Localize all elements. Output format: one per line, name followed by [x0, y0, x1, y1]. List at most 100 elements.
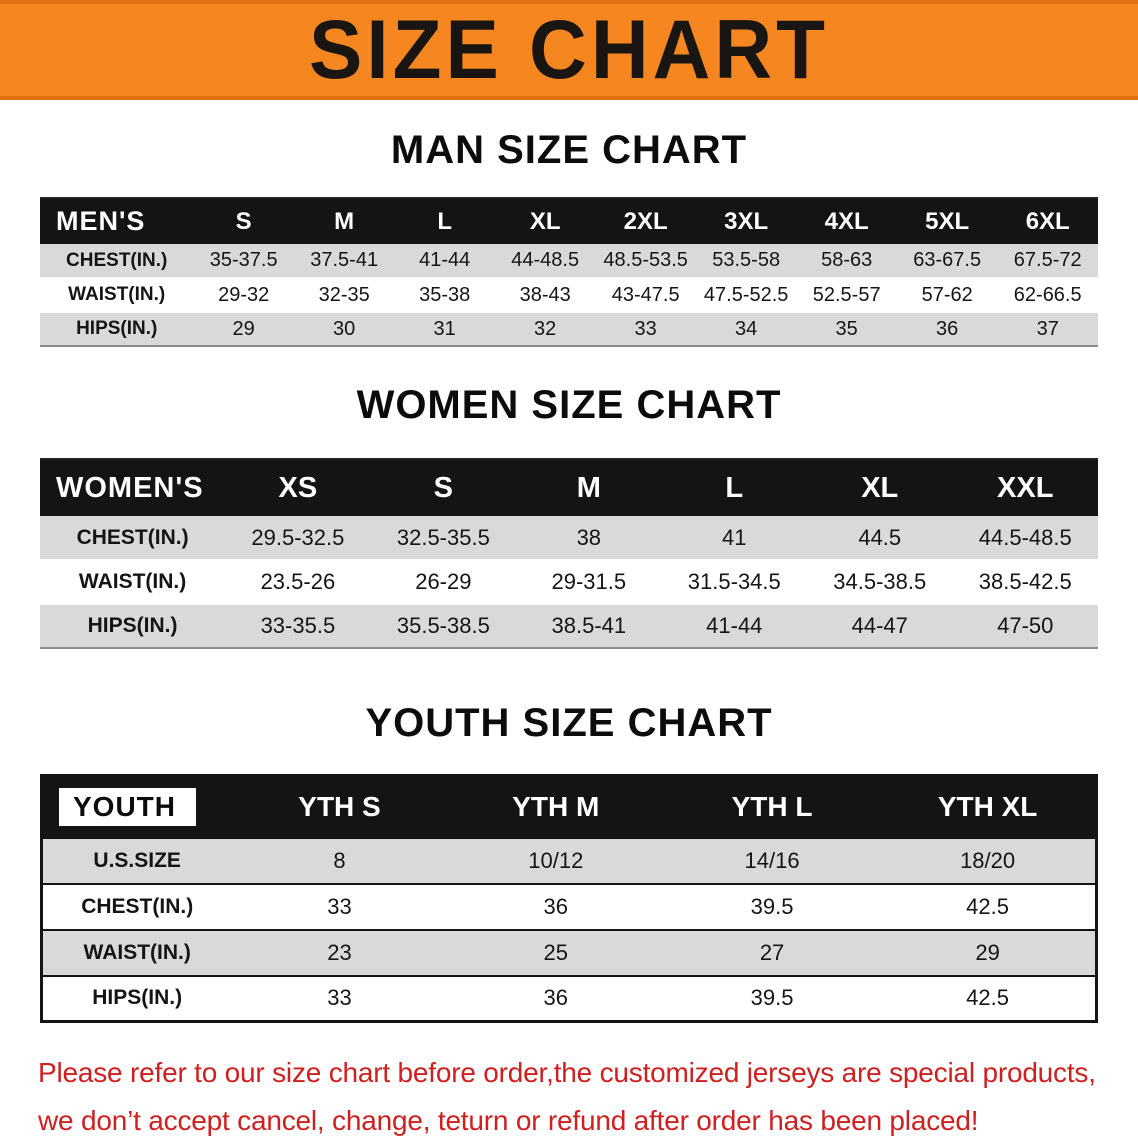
- size-value-cell: 36: [543, 985, 569, 1011]
- size-column-header: S: [193, 198, 294, 244]
- size-value-cell: 32: [534, 317, 557, 340]
- size-column-header: L: [394, 198, 495, 244]
- size-value-cell: 29: [232, 317, 255, 340]
- size-column-header: XL: [807, 459, 953, 516]
- size-value-cell: 33: [327, 985, 352, 1011]
- size-value-cell: 29.5-32.5: [251, 524, 345, 550]
- size-value-cell: 34.5-38.5: [833, 569, 927, 594]
- size-value-cell: 27: [759, 939, 785, 965]
- size-value-cell: 39.5: [750, 893, 794, 919]
- size-value-cell: 53.5-58: [712, 249, 781, 271]
- youth-corner-label: YOUTH: [41, 775, 232, 838]
- size-value-cell: 47-50: [997, 613, 1054, 638]
- size-value-cell: 18/20: [960, 847, 1016, 873]
- size-value-cell: 33: [634, 317, 657, 340]
- size-value-cell: 52.5-57: [812, 283, 881, 306]
- size-column-header: M: [516, 459, 662, 516]
- footer-note-line1: Please refer to our size chart before or…: [38, 1057, 1096, 1088]
- size-value-cell: 14/16: [744, 847, 800, 873]
- size-value-cell: 33: [327, 893, 352, 919]
- women-hips-row: HIPS(IN.) 33-35.5 35.5-38.5 38.5-41 41-4…: [40, 604, 1098, 648]
- women-size-table: WOMEN'S XS S M L XL XXL CHEST(IN.) 29.5-…: [40, 458, 1098, 649]
- women-section-heading: WOMEN SIZE CHART: [356, 383, 782, 427]
- size-value-cell: 67.5-72: [1013, 249, 1082, 271]
- size-value-cell: 63-67.5: [913, 249, 982, 271]
- size-value-cell: 37: [1036, 317, 1059, 340]
- men-chest-row: CHEST(IN.) 35-37.5 37.5-41 41-44 44-48.5…: [40, 244, 1098, 278]
- row-label-cell: U.S.SIZE: [93, 848, 181, 872]
- size-column-header: YTH M: [447, 775, 664, 838]
- youth-ussize-row: U.S.SIZE 8 10/12 14/16 18/20: [41, 837, 1097, 884]
- size-value-cell: 44.5-48.5: [978, 524, 1072, 550]
- women-corner-label: WOMEN'S: [40, 459, 226, 516]
- size-value-cell: 47.5-52.5: [703, 283, 789, 306]
- size-value-cell: 32-35: [318, 283, 370, 306]
- size-column-header: YTH S: [231, 775, 448, 838]
- men-size-table: MEN'S S M L XL 2XL 3XL 4XL 5XL 6XL CHEST…: [40, 197, 1098, 347]
- size-value-cell: 35.5-38.5: [396, 613, 490, 638]
- size-column-header: XL: [494, 198, 596, 244]
- youth-chest-row: CHEST(IN.) 33 36 39.5 42.5: [41, 883, 1097, 930]
- banner-title: SIZE CHART: [309, 3, 829, 96]
- size-value-cell: 44-47: [851, 613, 908, 638]
- size-value-cell: 38: [576, 524, 602, 550]
- row-label-cell: WAIST(IN.): [78, 570, 187, 593]
- size-value-cell: 31: [433, 317, 456, 340]
- row-label-cell: HIPS(IN.): [92, 986, 183, 1010]
- size-column-header: XS: [225, 459, 371, 516]
- youth-section-heading: YOUTH SIZE CHART: [365, 701, 773, 745]
- size-column-header: YTH XL: [880, 775, 1097, 838]
- size-value-cell: 31.5-34.5: [687, 569, 781, 594]
- footer-note-line2: we don’t accept cancel, change, teturn o…: [38, 1105, 979, 1136]
- size-value-cell: 37.5-41: [310, 249, 379, 271]
- size-value-cell: 41: [722, 524, 747, 550]
- size-value-cell: 44-48.5: [511, 249, 580, 271]
- footer-note: Please refer to our size chart before or…: [38, 1049, 1100, 1145]
- women-chest-row: CHEST(IN.) 29.5-32.5 32.5-35.5 38 41 44.…: [40, 516, 1098, 560]
- size-column-header: 5XL: [896, 198, 998, 244]
- size-column-header: XXL: [952, 459, 1098, 516]
- men-hips-row: HIPS(IN.) 29 30 31 32 33 34 35 36 37: [40, 312, 1098, 346]
- size-column-header: S: [370, 459, 517, 516]
- size-value-cell: 29-32: [218, 283, 270, 306]
- size-value-cell: 29: [975, 939, 1000, 965]
- size-value-cell: 41-44: [419, 249, 471, 271]
- row-label-cell: CHEST(IN.): [76, 525, 189, 549]
- size-value-cell: 29-31.5: [551, 569, 627, 594]
- size-value-cell: 41-44: [706, 613, 763, 638]
- size-value-cell: 42.5: [966, 893, 1009, 919]
- size-value-cell: 58-63: [821, 249, 873, 271]
- youth-hips-row: HIPS(IN.) 33 36 39.5 42.5: [41, 975, 1097, 1022]
- size-value-cell: 42.5: [966, 985, 1009, 1011]
- row-label-cell: WAIST(IN.): [83, 940, 191, 964]
- row-label-cell: CHEST(IN.): [66, 249, 168, 271]
- youth-waist-row: WAIST(IN.) 23 25 27 29: [41, 929, 1097, 976]
- size-value-cell: 23: [327, 939, 352, 965]
- size-value-cell: 8: [333, 847, 346, 873]
- size-value-cell: 39.5: [750, 985, 794, 1011]
- men-corner-label: MEN'S: [40, 198, 194, 244]
- size-value-cell: 32.5-35.5: [396, 524, 490, 550]
- men-section-heading: MAN SIZE CHART: [390, 128, 748, 172]
- row-label-cell: WAIST(IN.): [68, 284, 166, 305]
- size-value-cell: 43-47.5: [611, 283, 680, 306]
- size-value-cell: 38.5-42.5: [978, 569, 1072, 594]
- size-value-cell: 10/12: [528, 847, 584, 873]
- men-waist-row: WAIST(IN.) 29-32 32-35 35-38 38-43 43-47…: [40, 278, 1098, 312]
- size-value-cell: 33-35.5: [260, 613, 336, 638]
- youth-corner-badge: YOUTH: [59, 787, 196, 826]
- size-value-cell: 30: [333, 317, 356, 340]
- size-value-cell: 35-38: [419, 283, 471, 306]
- banner: SIZE CHART: [0, 0, 1138, 100]
- size-column-header: M: [293, 198, 395, 244]
- size-value-cell: 44.5: [858, 524, 902, 550]
- size-value-cell: 36: [936, 317, 959, 340]
- size-value-cell: 38.5-41: [551, 613, 627, 638]
- women-header-row: WOMEN'S XS S M L XL XXL: [40, 459, 1098, 516]
- size-value-cell: 26-29: [415, 569, 472, 594]
- size-value-cell: 57-62: [921, 283, 973, 306]
- size-value-cell: 36: [543, 893, 569, 919]
- size-value-cell: 34: [735, 317, 758, 340]
- size-value-cell: 23.5-26: [260, 569, 336, 594]
